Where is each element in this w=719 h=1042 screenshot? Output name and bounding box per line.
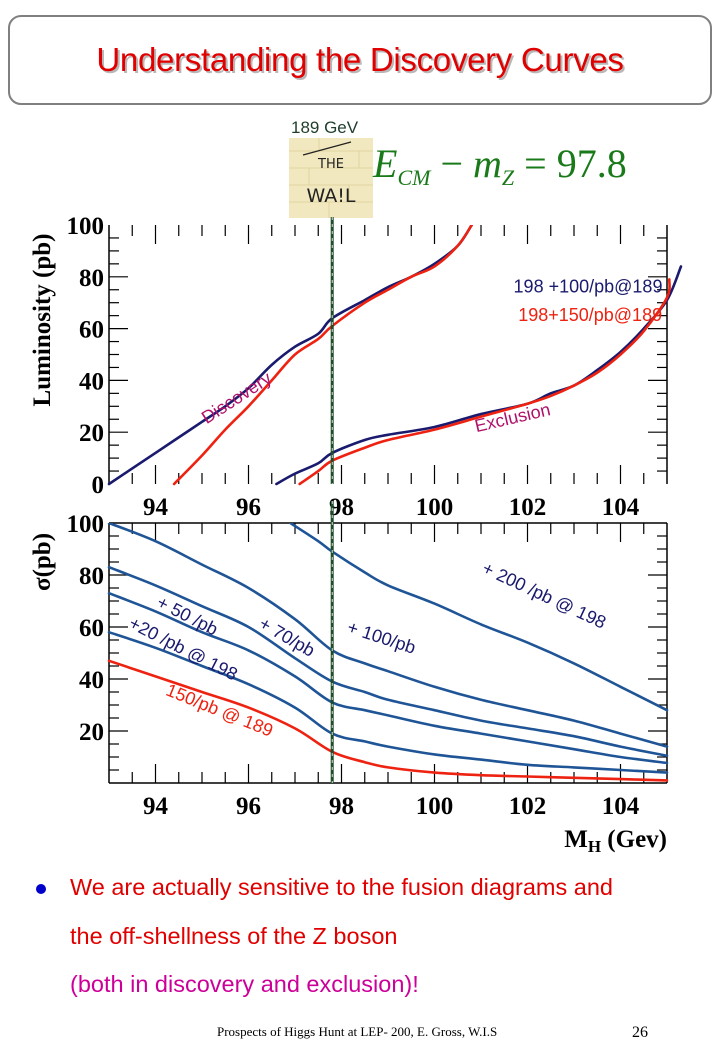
y-tick-label: 80 (79, 563, 104, 590)
series-line-150-pb-189 (107, 659, 669, 782)
bullet-dot-icon (36, 884, 46, 894)
y-tick-label: 20 (79, 420, 104, 447)
formula-e: E (373, 141, 398, 186)
wall-energy-label: 189 GeV (291, 118, 359, 137)
x-axis-label: MH (Gev) (564, 826, 667, 856)
formula-minus: − (430, 141, 473, 186)
y-axis-label: Luminosity (pb) (29, 234, 56, 407)
y-tick-label: 100 (67, 511, 105, 538)
formula: ECM − mZ = 97.8 (373, 140, 627, 191)
annotation-200-pb-198: + 200 /pb @ 198 (479, 558, 609, 633)
series-line-exclusion-198-150-pb-189 (298, 278, 671, 486)
annotation-198-100-pb-189: 198 +100/pb@189 (514, 276, 663, 296)
wall-text-the: THE (317, 157, 344, 172)
series-line-exclusion-198-100-pb-189 (275, 265, 683, 486)
y-tick-label: 60 (79, 615, 104, 642)
y-tick-label: 0 (92, 472, 105, 499)
page-number: 26 (632, 1024, 648, 1041)
y-tick-label: 20 (79, 719, 104, 746)
series-line--100-pb (107, 523, 669, 748)
formula-e-subscript: CM (397, 165, 431, 190)
x-tick-label: 98 (329, 793, 354, 820)
x-tick-label: 100 (416, 494, 454, 521)
y-tick-label: 40 (79, 667, 104, 694)
wall-bricks (289, 138, 373, 218)
annotation-198-150-pb-189: 198+150/pb@189 (518, 305, 662, 325)
the-wall-image: THE WA!L (289, 138, 373, 218)
wall-text-wall: WA!L (307, 185, 356, 207)
annotation-100-pb: + 100/pb (345, 617, 418, 658)
series-line-discovery-198-100-pb-189 (107, 225, 473, 486)
x-tick-label: 100 (416, 793, 454, 820)
x-tick-label: 94 (143, 494, 169, 521)
formula-m-subscript: Z (501, 165, 515, 190)
y-tick-label: 80 (79, 265, 104, 292)
bullet-line-3: (both in discovery and exclusion)! (70, 971, 419, 997)
x-tick-label: 96 (236, 793, 261, 820)
formula-m: m (473, 141, 502, 186)
y-tick-label: 40 (79, 368, 104, 395)
series-line-discovery-198-150-pb-189 (172, 225, 473, 486)
annotation-exclusion: Exclusion (473, 399, 553, 436)
y-axis-label: σ(pb) (29, 533, 56, 591)
bullet-line-1: We are actually sensitive to the fusion … (70, 874, 613, 900)
x-tick-label: 94 (143, 793, 169, 820)
series-line--20-pb-198 (107, 630, 669, 774)
x-tick-label: 102 (509, 494, 547, 521)
x-tick-label: 104 (602, 494, 640, 521)
bullet-line-2: the off-shellness of the Z boson (70, 923, 398, 949)
series-line--70-pb (107, 565, 669, 757)
formula-rhs: = 97.8 (514, 141, 627, 186)
series-line--200-pb-198 (289, 523, 669, 712)
slide-title: Understanding the Discovery Curves (96, 41, 624, 78)
x-tick-label: 96 (236, 494, 261, 521)
footer-text: Prospects of Higgs Hunt at LEP- 200, E. … (217, 1024, 498, 1039)
title-box: Understanding the Discovery Curves (8, 15, 712, 105)
y-tick-label: 100 (67, 213, 105, 240)
chart-panel-2: 20 40 60 80 100 94 96 98 100 102 104 σ(pb) MH (Gev) +… (29, 501, 669, 856)
x-tick-label: 104 (602, 793, 640, 820)
wall-graffiti-stroke (302, 141, 352, 156)
y-tick-label: 60 (79, 317, 104, 344)
series-line--50-pb (107, 591, 669, 765)
x-tick-label: 102 (509, 793, 547, 820)
